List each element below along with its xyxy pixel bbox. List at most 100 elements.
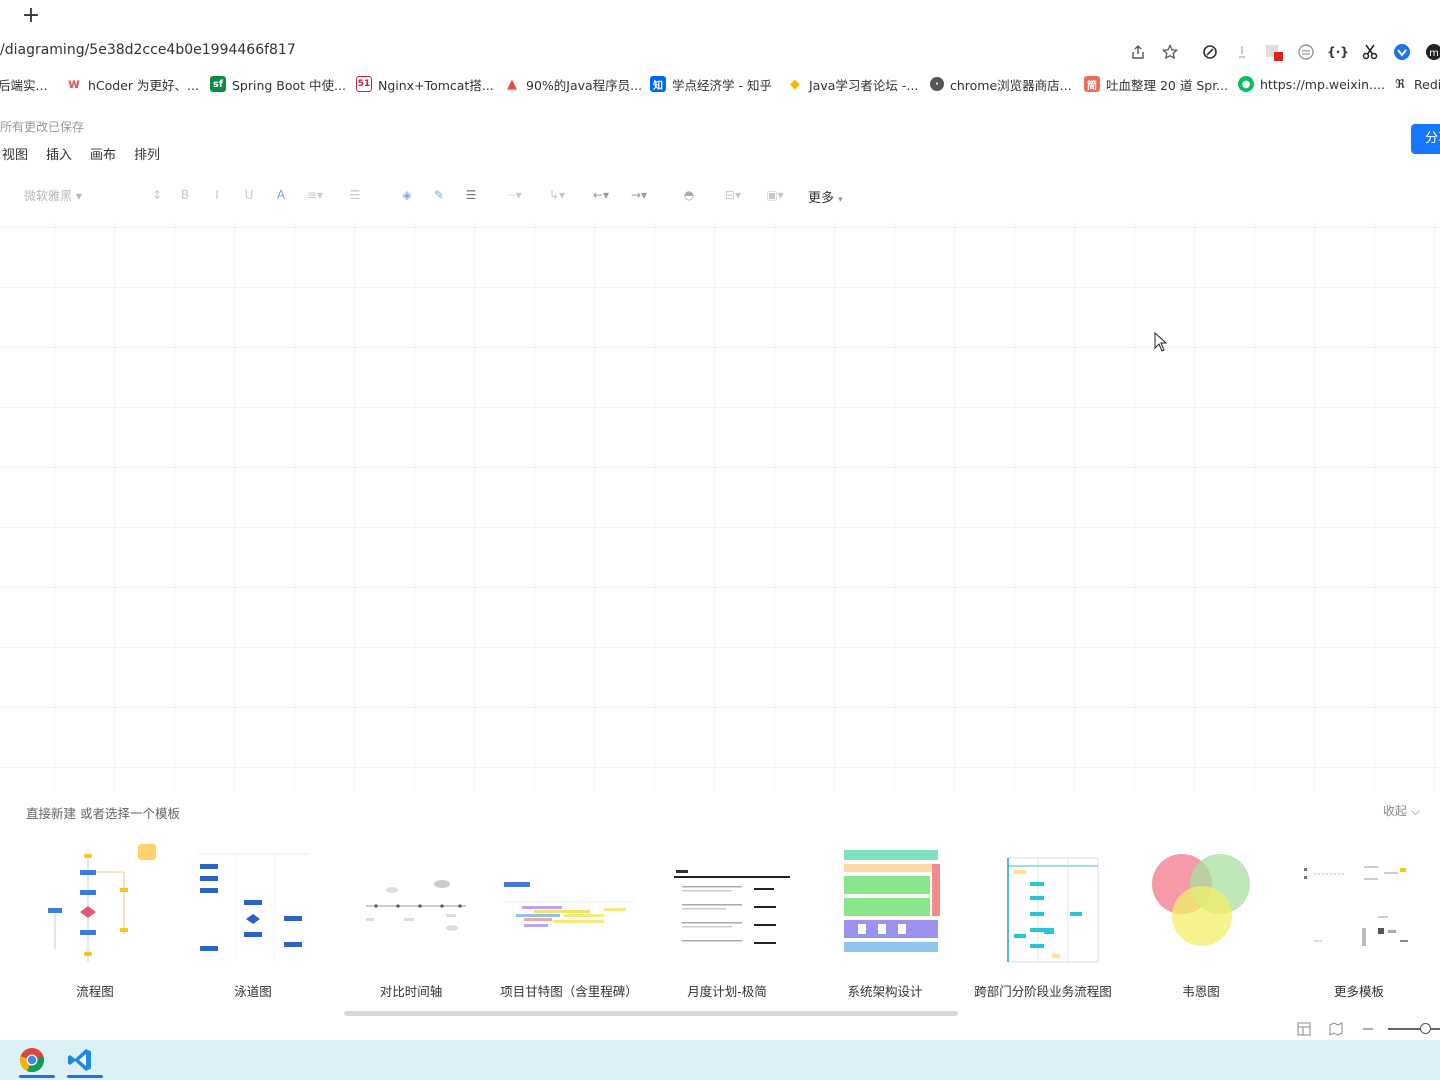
extension-blue-icon[interactable]	[1392, 42, 1412, 62]
bookmark-item[interactable]: 简 吐血整理 20 道 Spr...	[1084, 75, 1228, 93]
os-taskbar	[0, 1040, 1440, 1080]
align-icon[interactable]: ≡▾	[306, 188, 324, 202]
extension-circle-icon[interactable]	[1296, 42, 1316, 62]
diagram-canvas[interactable]	[0, 222, 1440, 792]
bold-icon[interactable]: B	[180, 188, 190, 202]
share-button[interactable]: 分享	[1411, 124, 1440, 154]
bookmark-item[interactable]: 后端实...	[0, 75, 47, 93]
bookmark-label: hCoder 为更好、...	[88, 77, 199, 93]
globe-icon: ·	[930, 77, 944, 91]
menu-insert[interactable]: 插入	[46, 148, 73, 163]
bookmark-label: 学点经济学 - 知乎	[672, 77, 772, 93]
bookmark-item[interactable]: ▲ 90%的Java程序员...	[504, 75, 642, 93]
line-color-icon[interactable]: ✎	[433, 188, 445, 202]
extension-m-icon[interactable]: m	[1424, 42, 1440, 62]
template-label: 韦恩图	[1182, 984, 1220, 999]
address-bar: /diagraming/5e38d2cce4b0e1994466f817 {·}…	[0, 38, 1440, 66]
template-card-gantt[interactable]: 项目甘特图（含里程碑）	[494, 844, 644, 1004]
url-field[interactable]: /diagraming/5e38d2cce4b0e1994466f817	[0, 42, 296, 58]
template-panel-title: 直接新建 或者选择一个模板	[26, 806, 180, 821]
template-card-flowchart[interactable]: 流程图	[20, 844, 170, 1004]
new-tab-button[interactable]: +	[21, 3, 41, 28]
segmentfault-icon: sf	[210, 76, 226, 92]
template-card-swimlane[interactable]: 泳道图	[178, 844, 328, 1004]
bookmark-star-icon[interactable]	[1160, 42, 1180, 62]
arrow-start-icon[interactable]: ←▾	[592, 188, 610, 202]
bookmark-item[interactable]: w hCoder 为更好、...	[66, 75, 199, 93]
gantt-thumbnail	[504, 882, 634, 927]
template-card-architecture[interactable]: 系统架构设计	[810, 844, 960, 1004]
active-app-indicator	[67, 1075, 103, 1078]
hcoder-icon: w	[67, 76, 80, 92]
extension-braces-icon[interactable]: {·}	[1327, 45, 1349, 59]
map-icon[interactable]	[1327, 1021, 1345, 1037]
venn-thumbnail	[1152, 854, 1250, 946]
format-toolbar: 微软雅黑 ▾ ↕ B I U A ≡▾ ☰ ◈ ✎ ☰ ┄▾ ↳▾ ←▾ →▾ …	[0, 182, 1440, 208]
chrome-icon[interactable]	[16, 1044, 55, 1078]
flowchart-thumbnail	[48, 844, 156, 962]
bookmark-item[interactable]: ● https://mp.weixin....	[1238, 75, 1385, 93]
bookmark-item[interactable]: ◆ Java学习者论坛 -...	[787, 75, 918, 93]
zoom-slider-handle[interactable]	[1420, 1023, 1431, 1034]
share-page-icon[interactable]	[1128, 42, 1148, 62]
template-card-cross-department[interactable]: 跨部门分阶段业务流程图	[968, 844, 1118, 1004]
collapse-label: 收起	[1383, 804, 1408, 818]
template-panel: 直接新建 或者选择一个模板 收起 ⌵ 流程图	[0, 794, 1440, 1020]
redis-icon: ℜ	[1395, 77, 1405, 91]
more-menu[interactable]: 更多 ▾	[808, 187, 843, 206]
bookmark-item[interactable]: ℜ Redi	[1392, 75, 1440, 93]
connector-icon[interactable]: ↳▾	[548, 188, 566, 202]
template-card-venn[interactable]: 韦恩图	[1126, 844, 1276, 1004]
group-icon[interactable]: ▣▾	[766, 188, 784, 202]
extension-gray-icon[interactable]	[1232, 42, 1252, 62]
font-select-label: 微软雅黑	[24, 189, 73, 203]
menu-canvas[interactable]: 画布	[90, 148, 117, 163]
swimlane-thumbnail	[198, 853, 308, 960]
extension-red-badge-icon[interactable]	[1264, 42, 1284, 62]
template-card-monthly-plan[interactable]: 月度计划-极简	[652, 844, 802, 1004]
layer-icon[interactable]: ◓	[683, 188, 695, 202]
font-select[interactable]: 微软雅黑 ▾	[24, 189, 82, 203]
monthly-plan-thumbnail	[674, 870, 790, 944]
font-color-icon[interactable]: A	[276, 188, 286, 202]
chevron-down-icon: ⌵	[1410, 804, 1420, 818]
bookmark-label: 90%的Java程序员...	[526, 77, 643, 93]
line-style-icon[interactable]: ┄▾	[508, 188, 522, 202]
template-card-more[interactable]: 更多模板	[1284, 844, 1434, 1004]
italic-icon[interactable]: I	[215, 188, 219, 202]
line-width-icon[interactable]: ☰	[465, 188, 477, 202]
architecture-thumbnail	[844, 850, 940, 952]
font-size-icon[interactable]: ↕	[151, 188, 163, 202]
bookmark-label: Java学习者论坛 -...	[809, 77, 919, 93]
zoom-slider-track[interactable]	[1388, 1028, 1440, 1030]
bookmark-item[interactable]: sf Spring Boot 中使...	[210, 75, 346, 93]
arrow-end-icon[interactable]: →▾	[630, 188, 648, 202]
distribute-icon[interactable]: ⊟▾	[724, 188, 742, 202]
svg-text:m: m	[1429, 48, 1439, 59]
bookmark-label: 吐血整理 20 道 Spr...	[1106, 77, 1229, 93]
extension-icon[interactable]	[1200, 42, 1220, 62]
scissors-icon[interactable]	[1360, 42, 1380, 62]
bookmark-item[interactable]: 51 Nginx+Tomcat搭...	[356, 75, 494, 93]
template-card-timeline[interactable]: 对比时间轴	[336, 844, 486, 1004]
bookmark-label: Spring Boot 中使...	[232, 77, 346, 93]
bookmark-label: https://mp.weixin....	[1260, 76, 1385, 92]
bookmark-label: Redi	[1414, 76, 1440, 92]
bookmark-item[interactable]: 知 学点经济学 - 知乎	[650, 75, 772, 93]
layout-panel-icon[interactable]	[1295, 1021, 1313, 1037]
zoom-out-icon[interactable]	[1359, 1021, 1377, 1037]
save-status: 所有更改已保存	[0, 120, 85, 134]
vertical-align-icon[interactable]: ☰	[349, 188, 361, 202]
menu-arrange[interactable]: 排列	[134, 148, 161, 163]
active-app-indicator	[19, 1075, 55, 1078]
template-label: 泳道图	[234, 984, 272, 999]
bookmark-item[interactable]: · chrome浏览器商店...	[930, 75, 1072, 93]
horizontal-scrollbar[interactable]	[344, 1011, 958, 1016]
fill-color-icon[interactable]: ◈	[402, 188, 412, 202]
menu-view[interactable]: 视图	[2, 148, 29, 163]
chevron-down-icon: ▾	[838, 195, 843, 205]
cross-department-thumbnail	[1007, 857, 1099, 963]
vscode-icon[interactable]	[64, 1044, 103, 1078]
collapse-button[interactable]: 收起 ⌵	[1383, 802, 1420, 819]
underline-icon[interactable]: U	[244, 188, 254, 202]
